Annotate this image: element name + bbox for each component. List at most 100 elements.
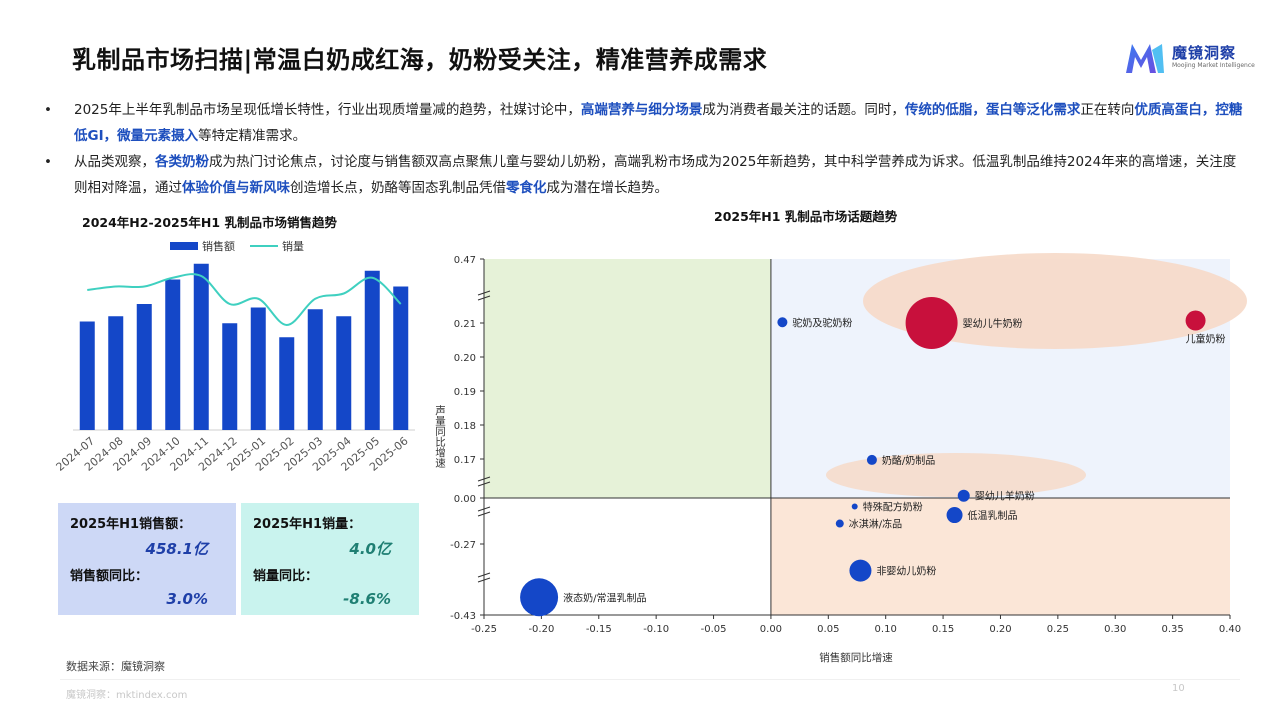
brand-subtitle: Moojing Market Intelligence [1172, 62, 1255, 69]
bubble-point [866, 454, 877, 465]
bubble-point [905, 297, 958, 349]
bubble-label: 低温乳制品 [968, 509, 1018, 522]
y-tick-label: 0.18 [454, 421, 476, 432]
bullet-text: 从品类观察， [74, 154, 155, 170]
bubble-label: 液态奶/常温乳制品 [563, 591, 646, 604]
x-tick-label: -0.25 [471, 624, 497, 635]
x-tick-label: -0.15 [586, 624, 612, 635]
bullet-text: 成为消费者最关注的话题。同时， [702, 102, 905, 118]
x-tick-label: -0.20 [528, 624, 554, 635]
topic-trend-title: 2025年H1 乳制品市场话题趋势 [714, 209, 898, 224]
sales-yoy-label: 销售额同比： [70, 569, 149, 584]
bubble-point [946, 507, 963, 524]
x-tick-label: 0.00 [760, 624, 782, 635]
volume-value: 4.0亿 [349, 540, 391, 558]
bar-sales [108, 316, 124, 430]
bubble-point [851, 503, 858, 510]
x-tick-label: 0.15 [932, 624, 954, 635]
y-tick-label: 0.00 [454, 494, 476, 505]
axis-break-mark [477, 476, 491, 487]
bullet-text: 2025年上半年乳制品市场呈现低增长特性，行业出现质增量减的趋势，社媒讨论中， [74, 102, 581, 118]
x-tick-label: -0.05 [701, 624, 727, 635]
y-tick-label: 0.19 [454, 387, 476, 398]
highlight-text: 零食化 [506, 180, 547, 196]
x-tick-label: 0.25 [1047, 624, 1069, 635]
volume-yoy-value: -8.6% [343, 590, 391, 608]
y-axis-title: 声量同比增速 [434, 404, 446, 468]
summary-bullet: 2025年上半年乳制品市场呈现低增长特性，行业出现质增量减的趋势，社媒讨论中，高… [44, 97, 1244, 149]
bubble-label: 非婴幼儿奶粉 [876, 565, 936, 578]
bubble-point [849, 559, 872, 582]
legend-label-volume: 销量 [282, 239, 304, 253]
sales-label: 2025年H1销售额： [70, 517, 192, 532]
volume-summary-card: 2025年H1销量： 4.0亿 销量同比： -8.6% [241, 503, 419, 615]
bubble-label: 驼奶及驼奶粉 [792, 316, 852, 329]
y-tick-label: 0.17 [454, 455, 476, 466]
page-number: 10 [1172, 683, 1185, 694]
legend-swatch-sales [170, 242, 198, 250]
x-tick-label: -0.10 [643, 624, 669, 635]
bubble-point [835, 519, 844, 528]
brand-name: 魔镜洞察 [1172, 44, 1237, 62]
topic-bubble-chart: -0.25 -0.20 -0.15 -0.10 -0.05 0.00 0.05 0.10 0.1… [434, 253, 1247, 664]
bubble-label: 特殊配方奶粉 [863, 501, 923, 514]
highlight-text: 高端营养与细分场景 [580, 102, 703, 118]
bar-sales [165, 279, 181, 430]
sales-value: 458.1亿 [145, 540, 208, 558]
x-tick-label: 0.20 [989, 624, 1011, 635]
highlight-text: 各类奶粉 [155, 154, 209, 170]
page-title: 乳制品市场扫描|常温白奶成红海，奶粉受关注，精准营养成需求 [72, 46, 768, 74]
bubble-point [957, 489, 970, 502]
sales-trend-title: 2024年H2-2025年H1 乳制品市场销售趋势 [82, 215, 337, 230]
bar-sales [307, 309, 323, 430]
y-tick-label: 0.21 [454, 319, 476, 330]
bullet-text: 创造增长点，奶酪等固态乳制品凭借 [290, 180, 506, 196]
highlight-text: 优质高蛋白，控糖低GI，微量元素摄入 [74, 102, 1243, 144]
bubble-label: 婴幼儿羊奶粉 [975, 490, 1035, 503]
x-tick-label: 0.10 [875, 624, 897, 635]
y-tick-label: -0.27 [450, 540, 476, 551]
x-axis-title: 销售额同比增速 [819, 651, 893, 664]
bubble-point [1185, 310, 1206, 331]
bar-sales [193, 263, 209, 430]
brand-mark-icon [1126, 44, 1164, 73]
bullet-text: 正在转向 [1080, 102, 1135, 118]
x-tick-label: 0.35 [1161, 624, 1183, 635]
bullet-text: 成为潜在增长趋势。 [546, 180, 669, 196]
sales-summary-card: 2025年H1销售额： 458.1亿 销售额同比： 3.0% [58, 503, 236, 615]
data-source: 数据来源：魔镜洞察 [66, 660, 165, 673]
brand-logo: 魔镜洞察 Moojing Market Intelligence [1122, 40, 1255, 76]
footer-divider [60, 679, 1240, 680]
axis-break-mark [477, 506, 491, 517]
axis-break-mark [477, 290, 491, 301]
bar-sales [222, 323, 238, 430]
highlight-ellipse-cheese [826, 453, 1086, 497]
bullet-text: 等特定精准需求。 [198, 128, 307, 144]
volume-yoy-label: 销量同比： [253, 569, 319, 584]
bubble-label: 奶酪/奶制品 [882, 454, 935, 467]
bar-sales [279, 337, 295, 430]
bar-sales [79, 321, 95, 430]
quadrant-bottom-right [770, 498, 1230, 615]
x-tick-label: 0.30 [1104, 624, 1126, 635]
highlight-ellipse-infant [863, 253, 1247, 349]
summary-bullets: 2025年上半年乳制品市场呈现低增长特性，行业出现质增量减的趋势，社媒讨论中，高… [44, 97, 1244, 201]
quadrant-top-left [484, 259, 771, 498]
bar-sales [364, 270, 380, 430]
y-tick-label: 0.47 [454, 255, 476, 266]
bubble-label: 儿童奶粉 [1186, 333, 1226, 346]
legend-label-sales: 销售额 [202, 239, 235, 253]
bubble-label: 冰淇淋/冻品 [849, 518, 902, 531]
series-line-volume [87, 273, 402, 327]
axis-break-mark [477, 572, 491, 583]
bar-sales [250, 307, 266, 430]
bar-sales [336, 316, 352, 430]
y-tick-label: 0.20 [454, 353, 476, 364]
bullet-text: 成为热门讨论焦点，讨论度与销售额双高点聚焦儿童与婴幼儿奶粉，高端乳粉市场成为20… [74, 154, 1237, 196]
highlight-text: 体验价值与新风味 [182, 180, 290, 196]
footer-url: 魔镜洞察：mktindex.com [66, 690, 188, 701]
bubble-label: 婴幼儿牛奶粉 [963, 317, 1023, 330]
bubble-point [520, 578, 559, 617]
bar-sales [136, 304, 152, 430]
sales-trend-chart: 销售额 销量2024-072024-082024-092024-102024-11… [54, 239, 415, 474]
